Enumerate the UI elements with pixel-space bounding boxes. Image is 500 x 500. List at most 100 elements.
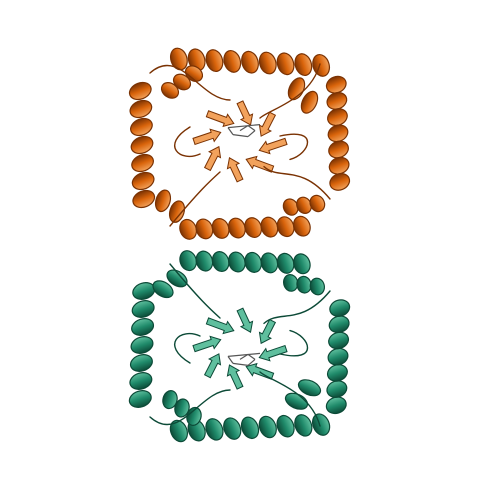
helix-turn <box>223 50 242 73</box>
helix-turn <box>276 52 295 76</box>
helix-inner-tl <box>160 65 204 99</box>
helix-turn <box>130 135 154 155</box>
helix-turn <box>311 413 331 436</box>
helix-turn <box>294 53 313 76</box>
helix-turn <box>128 390 152 408</box>
beta-strand <box>203 145 222 172</box>
helix-turn <box>131 318 155 336</box>
helix-turn <box>129 372 153 390</box>
helix-left <box>128 81 156 209</box>
helix-bottom <box>179 250 311 275</box>
ligand-bond <box>247 125 256 132</box>
beta-strand <box>258 111 277 137</box>
beta-strand <box>258 137 288 155</box>
helix-turn <box>129 99 153 119</box>
helix-turn <box>258 51 277 75</box>
ligand-bond <box>247 130 256 138</box>
beta-strand <box>236 100 254 126</box>
ligand-bond <box>227 127 234 135</box>
helix-turn <box>154 189 172 213</box>
ligand-bond <box>232 362 249 366</box>
helix-turn <box>166 269 188 288</box>
helix-top <box>169 47 331 77</box>
loop <box>259 63 321 119</box>
helix-inner-br <box>283 274 325 296</box>
helix-turn <box>184 65 204 82</box>
helix-turn <box>276 414 295 438</box>
helix-turn <box>131 153 154 173</box>
beta-strand <box>205 317 235 335</box>
ligand-bond <box>247 353 256 360</box>
loop <box>259 371 321 427</box>
beta-strand <box>192 128 222 146</box>
beta-strand <box>205 110 235 128</box>
beta-strand <box>258 318 277 345</box>
helix-turn <box>294 414 313 437</box>
helix-turn <box>223 417 242 440</box>
helix-inner-bl <box>152 269 188 299</box>
beta-strand <box>258 344 288 362</box>
helix-right <box>325 75 351 191</box>
helix-turn <box>131 300 155 318</box>
helix-turn <box>169 47 188 71</box>
beta-strand <box>203 353 222 379</box>
loop <box>263 290 331 325</box>
ligand-sticks <box>227 124 261 138</box>
loop <box>169 171 221 227</box>
loop <box>279 133 309 161</box>
helix-turn <box>172 73 192 91</box>
helix-turn <box>329 172 351 191</box>
loop <box>263 165 331 200</box>
helix-turn <box>169 419 189 443</box>
loop <box>174 126 201 158</box>
ligand-bond <box>232 134 249 138</box>
helix-turn <box>128 81 152 101</box>
helix-turn <box>293 253 311 275</box>
helix-turn <box>329 299 351 317</box>
helix-top <box>169 413 331 443</box>
helix-turn <box>205 49 224 72</box>
helix-turn <box>132 189 156 209</box>
helix-turn <box>160 82 180 99</box>
helix-turn <box>129 354 153 372</box>
helix-turn <box>300 90 319 114</box>
loop <box>174 332 201 364</box>
beta-strand <box>236 307 254 333</box>
helix-inner-br <box>282 194 326 216</box>
loop <box>149 64 231 101</box>
ligand-bond <box>227 352 261 357</box>
helix-turn <box>130 117 153 137</box>
helix-inner-tl <box>162 390 202 426</box>
helix-turn <box>152 280 174 299</box>
helix-turn <box>130 336 154 354</box>
ligand-bond <box>227 124 261 129</box>
helix-turn <box>174 398 190 418</box>
beta-strand <box>226 157 244 183</box>
helix-turn <box>258 415 277 439</box>
helix-right <box>325 299 351 415</box>
helix-turn <box>309 277 325 296</box>
beta-strand <box>226 364 244 390</box>
helix-turn <box>292 215 311 237</box>
chain-a-cartoon <box>128 47 351 240</box>
helix-turn <box>309 194 326 213</box>
helix-turn <box>162 390 178 410</box>
ligand-bond <box>247 358 256 366</box>
loop <box>279 329 309 357</box>
loop <box>149 389 231 426</box>
ligand-bond <box>227 356 234 364</box>
beta-strand <box>192 335 222 353</box>
helix-turn <box>240 416 260 440</box>
helix-turn <box>297 379 322 397</box>
ligand-sticks <box>227 352 261 366</box>
chain-b-cartoon <box>128 250 351 443</box>
helix-left <box>128 282 156 408</box>
helix-bottom <box>179 215 311 240</box>
loop <box>169 263 221 319</box>
helix-turn <box>205 418 224 441</box>
helix-turn <box>131 171 155 191</box>
helix-turn <box>241 50 259 74</box>
